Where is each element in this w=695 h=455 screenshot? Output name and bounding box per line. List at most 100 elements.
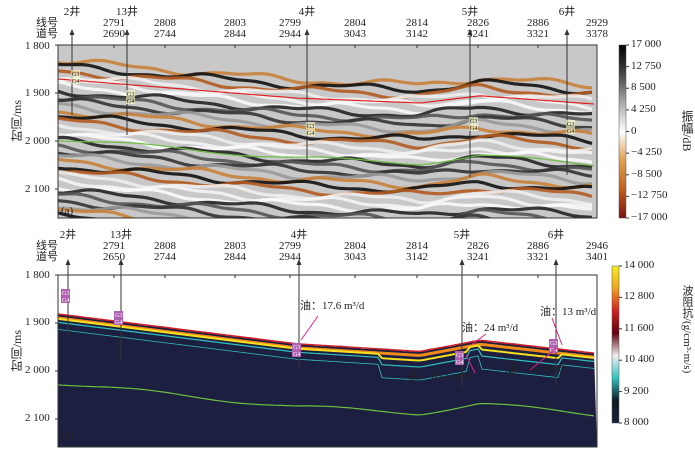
colorbar [611,265,620,424]
well-name: 2井 [63,6,81,18]
annotation-pointer [465,354,476,374]
ylabel-b: 时间/ms [10,330,24,372]
horizon-label: G3 [127,92,134,98]
trace-label-b: 道号 [36,251,58,263]
tick-line-number: 2814 [406,17,428,29]
seismic-reflector [58,123,593,155]
seismic-reflector [58,192,550,218]
seismic-reflector [58,69,593,100]
well-name: 2井 [59,229,77,241]
tick-line-number: 2791 [103,17,125,29]
tick-trace-number: 3241 [467,28,489,40]
panel-label-b: (b) [61,431,74,443]
seismic-reflector [58,187,593,214]
annotation-pointer [551,317,563,346]
colorbar-tick: 12 750 [631,59,662,72]
tick-trace-number: 2944 [279,28,301,40]
seismic-reflector [58,233,592,262]
colorbar-label-b: 波阻抗/(g/cm³·m/s) [681,285,693,374]
tick-trace-number: 3142 [406,28,428,40]
ytick-a-2: 2 000 [25,135,50,147]
well-arrow-icon [118,259,124,265]
seismic-reflector [58,102,593,135]
tick-trace-number: 2744 [154,28,176,40]
colorbar-tick: 10 400 [624,353,655,366]
seismic-reflector [58,227,592,251]
annotation-oil-5: 油：24 m³/d [462,322,519,334]
ytick-a-0: 1 800 [25,40,50,52]
impedance-layer [58,317,595,362]
well-name: 6井 [558,6,576,18]
tick-trace-number: 2744 [154,251,176,263]
seismic-reflector [58,110,593,139]
well-arrow-icon [124,29,130,35]
line-label-b: 线号 [36,240,58,252]
seismic-reflector [58,157,593,190]
ytick-b-2: 2 000 [25,364,50,376]
horizon-label: G4 [115,320,122,326]
horizon-label: G4 [307,131,314,137]
colorbar [618,44,627,219]
annotation-oil-4: 油：17.6 m³/d [300,300,365,312]
seismic-reflector [58,242,592,267]
well-arrow-icon [69,29,75,35]
seismic-reflector [58,246,592,274]
horizon-label: G4 [470,126,477,132]
impedance-layer [58,329,595,381]
colorbar-tick: 8 500 [631,81,656,94]
tick-line-number: 2946 [586,240,608,252]
tick-line-number: 2804 [344,17,366,29]
horizon-green [58,384,595,417]
tick-trace-number: 3142 [406,251,428,263]
annotation-pointer [470,333,487,346]
annotation-pointer [300,315,319,341]
colorbar-tick: −12 750 [631,189,668,202]
horizon-label: G4 [293,352,300,358]
well-name: 13井 [116,6,138,18]
ylabel-a: 时间/ms [10,100,24,142]
well-name: 4井 [298,6,316,18]
ytick-b-3: 2 100 [25,412,50,424]
impedance-layer [58,313,595,354]
horizon-label: G4 [72,79,79,85]
horizon-label: G3 [62,291,69,297]
seismic-reflector [58,58,593,90]
well-arrow-icon [65,259,71,265]
annotation-oil-5-lower: 油：16.4 m³/d [408,370,473,382]
impedance-layer [58,321,595,368]
seismic-reflector [58,249,592,279]
tick-line-number: 2791 [103,240,125,252]
colorbar-tick: −4 250 [631,146,662,159]
tick-trace-number: 2690 [103,28,125,40]
horizon-label: G3 [456,353,463,359]
horizon-label: G3 [72,72,79,78]
colorbar-tick: 8 000 [624,416,649,428]
tick-trace-number: 2844 [224,251,246,263]
horizon-label: G3 [307,124,314,130]
tick-line-number: 2929 [586,17,608,29]
tick-trace-number: 2944 [279,251,301,263]
line-label-a: 线号 [36,17,58,29]
seismic-reflector [58,199,494,218]
colorbar-tick: 11 600 [624,321,654,334]
horizon-green [58,140,595,167]
tick-trace-number: 3043 [344,28,366,40]
horizon-label: G3 [550,341,557,347]
seismic-reflector [58,166,593,194]
well-arrow-icon [296,259,302,265]
colorbar-label-a: 振幅/dB [680,110,694,152]
colorbar-tick: −8 500 [631,167,662,180]
tick-line-number: 2886 [527,17,549,29]
plot-frame [57,44,598,219]
annotation-oil-6: 油：13 m³/d [540,306,597,318]
horizon-label: G4 [456,360,463,366]
seismic-reflector [58,89,593,119]
